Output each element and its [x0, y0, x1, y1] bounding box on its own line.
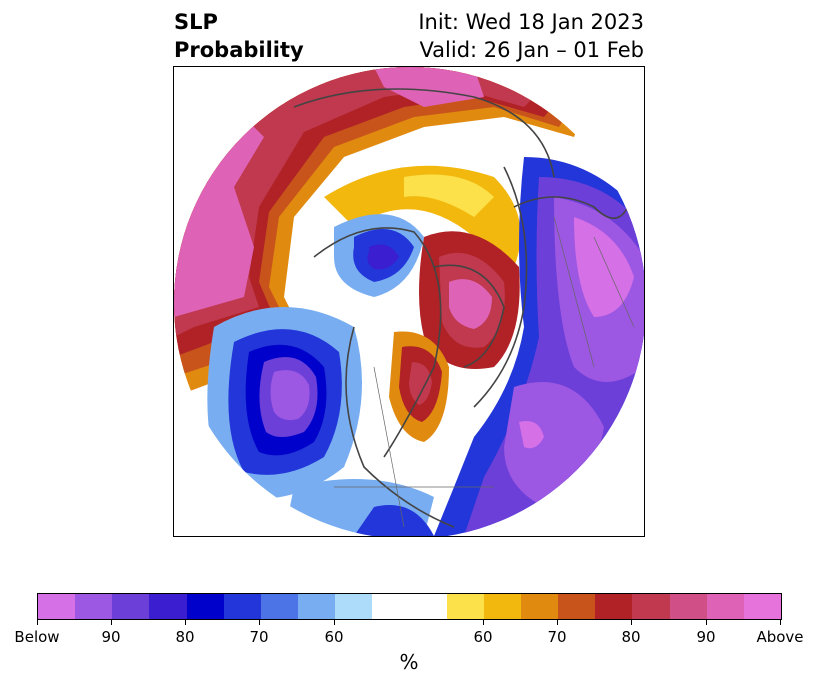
polar-map-svg: [174, 67, 644, 536]
colorbar-segment-above: [743, 594, 782, 619]
colorbar-tick-label: 60: [473, 628, 493, 646]
colorbar-segment-below: [186, 594, 224, 619]
colorbar-tick-label: 90: [696, 628, 716, 646]
colorbar-segment-below: [112, 594, 150, 619]
colorbar-tick: [557, 620, 558, 625]
borders: [334, 216, 635, 528]
colorbar-tick: [631, 620, 632, 625]
colorbar-segment-below: [149, 594, 187, 619]
colorbar-tick: [111, 620, 112, 625]
colorbar-segment-above: [521, 594, 559, 619]
colorbar-tick: [483, 620, 484, 625]
colorbar-segment-above: [632, 594, 670, 619]
colorbar-tick-label: 90: [101, 628, 121, 646]
colorbar-unit-label: %: [399, 650, 419, 674]
colorbar-segment-above: [558, 594, 596, 619]
title-variable: SLP: [174, 10, 218, 34]
colorbar-segment-above: [595, 594, 633, 619]
probability-map: [173, 66, 645, 537]
colorbar-segment-below: [38, 594, 76, 619]
colorbar-tick: [780, 620, 781, 625]
colorbar-tick-label: Below: [14, 628, 60, 646]
colorbar-tick-label: 80: [621, 628, 641, 646]
title-type: Probability: [174, 38, 304, 62]
title-left: SLP Probability: [174, 8, 304, 64]
colorbar-segment-above: [446, 594, 484, 619]
colorbar-segment-below: [260, 594, 299, 619]
colorbar-tick: [259, 620, 260, 625]
colorbar-segment-below: [335, 594, 373, 619]
colorbar: [37, 593, 782, 620]
init-date: Init: Wed 18 Jan 2023: [418, 10, 644, 34]
valid-range: Valid: 26 Jan – 01 Feb: [419, 38, 644, 62]
colorbar-segment-above: [669, 594, 707, 619]
colorbar-segment-neutral: [372, 594, 447, 619]
colorbar-tick-label: Above: [756, 628, 804, 646]
colorbar-tick-label: 70: [249, 628, 269, 646]
colorbar-tick-label: 70: [547, 628, 567, 646]
title-right: Init: Wed 18 Jan 2023 Valid: 26 Jan – 01…: [418, 8, 644, 64]
colorbar-tick-label: 60: [324, 628, 344, 646]
colorbar-tick-label: 80: [175, 628, 195, 646]
colorbar-tick: [334, 620, 335, 625]
colorbar-segment-below: [75, 594, 113, 619]
colorbar-segment-below: [223, 594, 261, 619]
coastlines: [293, 88, 635, 528]
colorbar-tick: [37, 620, 38, 625]
colorbar-segment-below: [298, 594, 336, 619]
colorbar-segment-above: [706, 594, 744, 619]
colorbar-segment-above: [483, 594, 522, 619]
colorbar-tick: [706, 620, 707, 625]
colorbar-tick: [185, 620, 186, 625]
